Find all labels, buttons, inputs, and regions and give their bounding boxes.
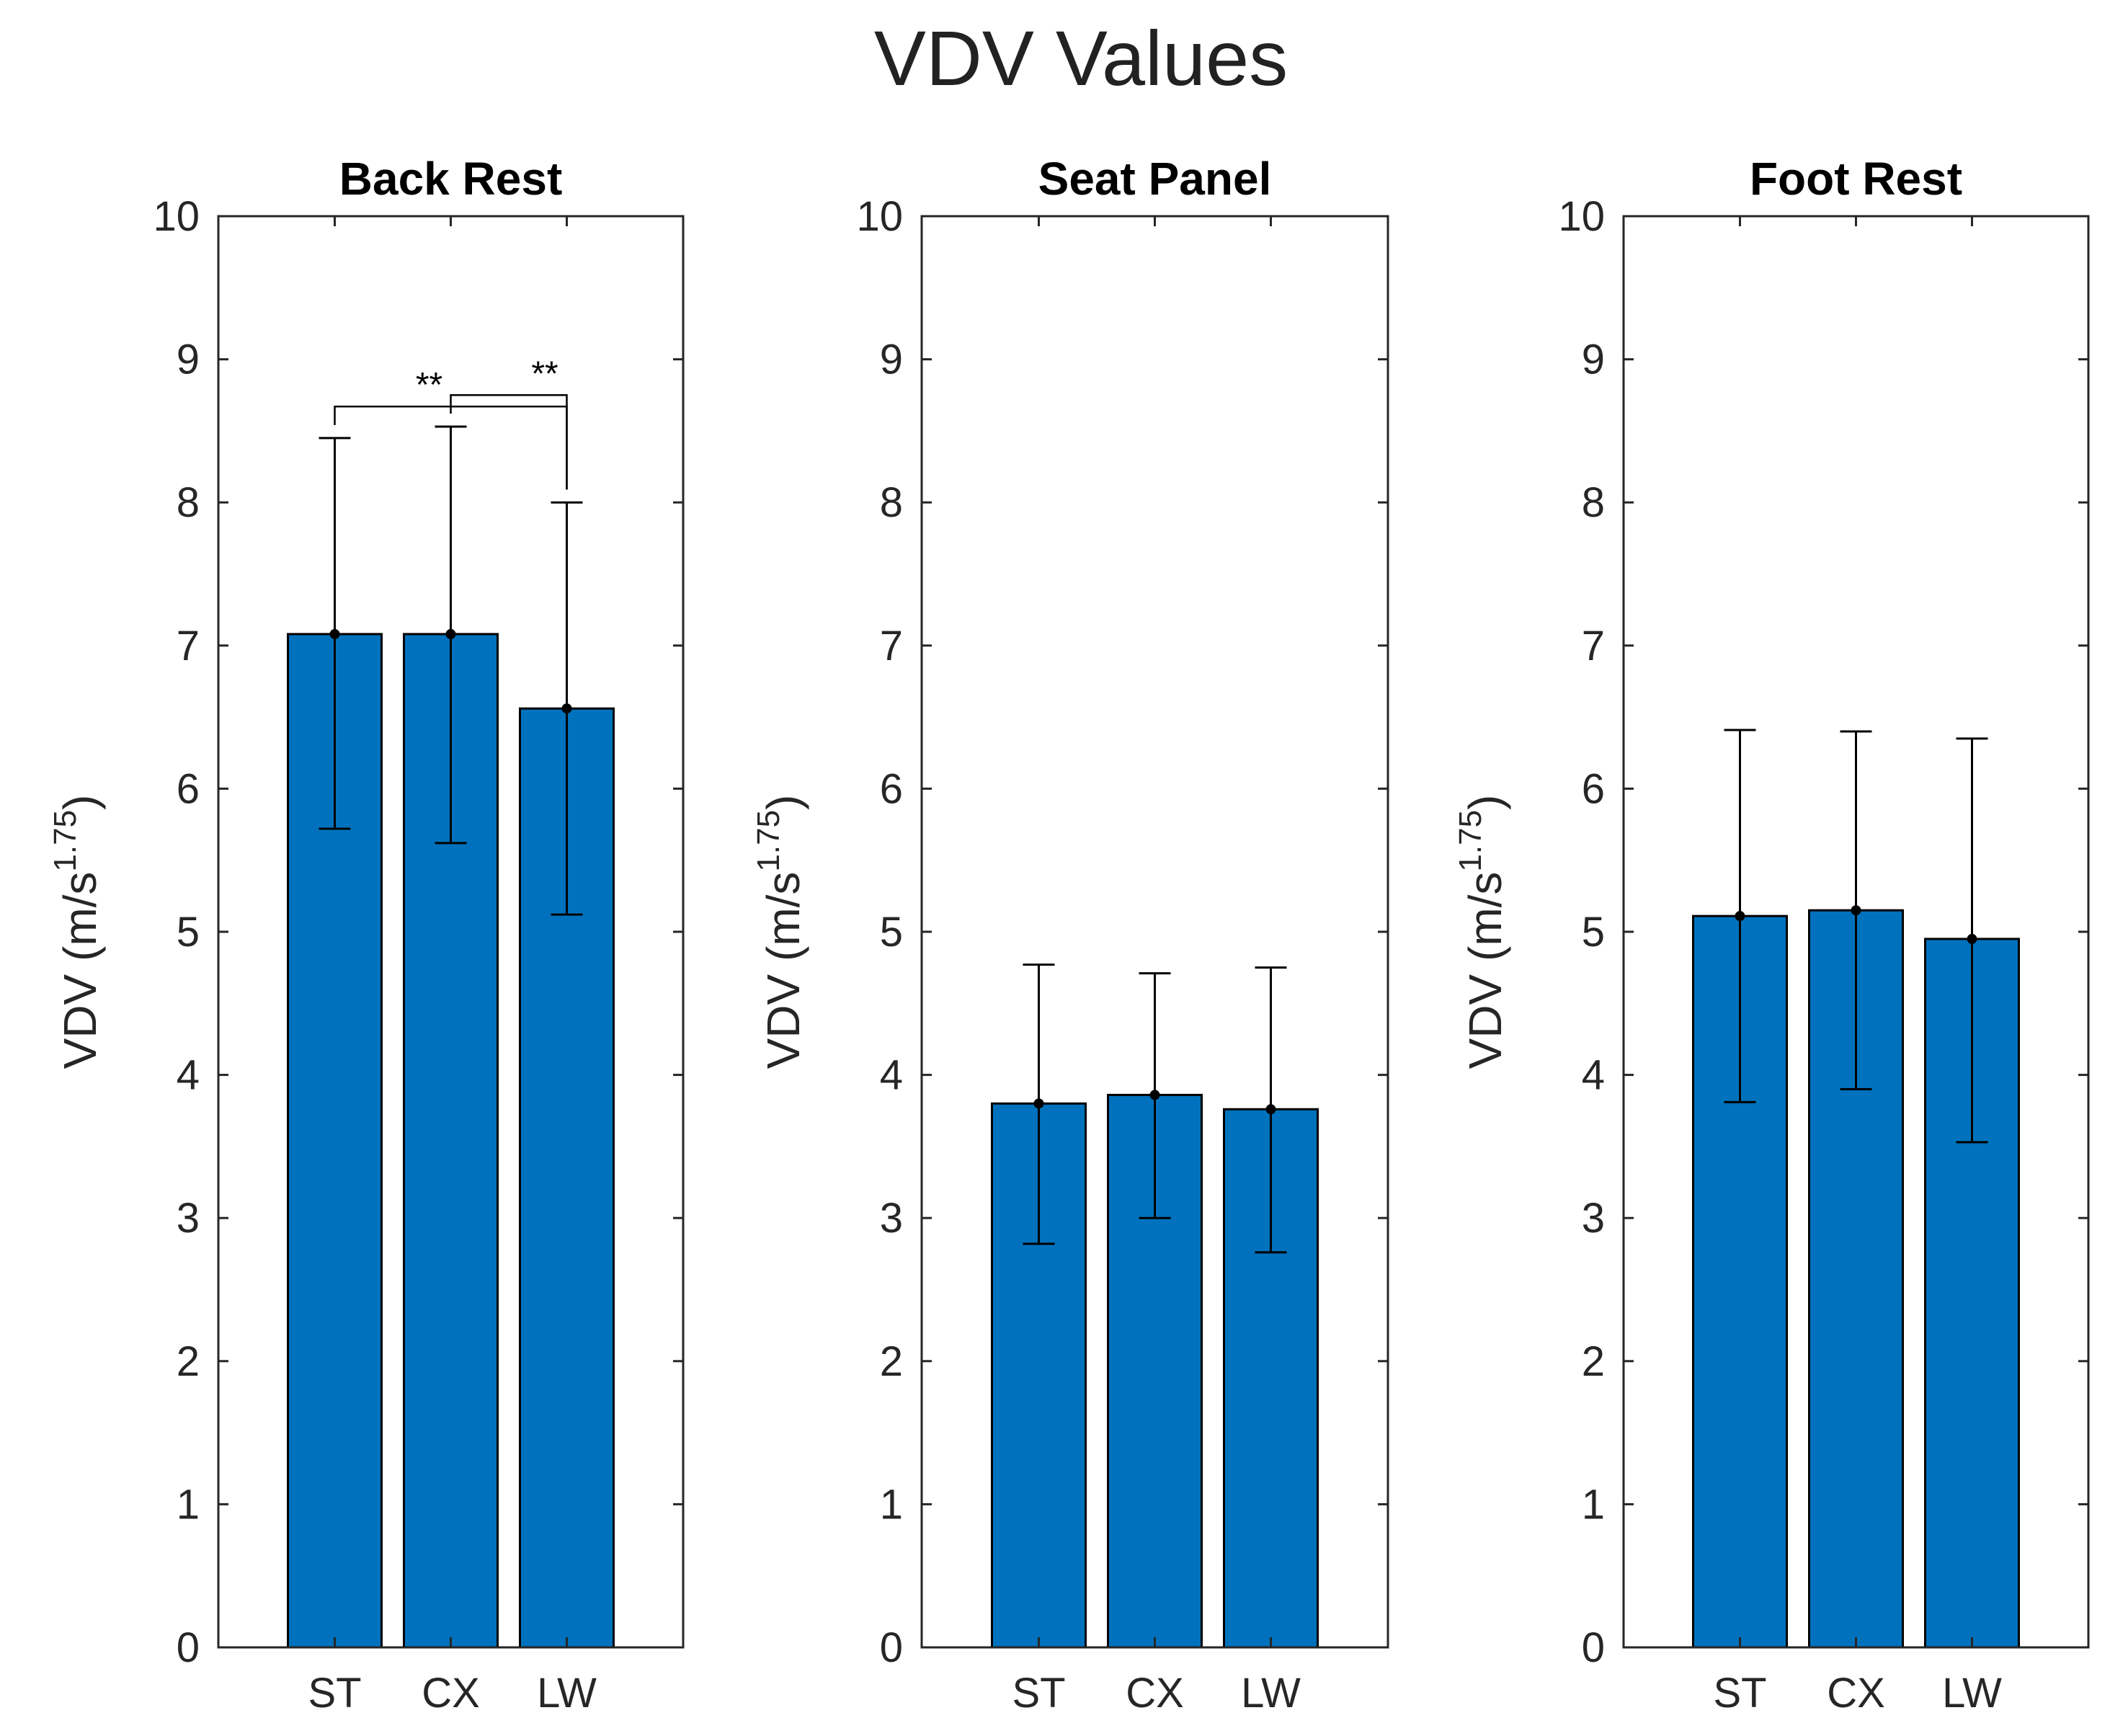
y-tick-label: 1 (177, 1481, 200, 1528)
error-bar-cx (1840, 730, 1872, 1090)
y-tick-label: 7 (177, 623, 200, 669)
y-axis-label: VDV (m/s1.75) (48, 795, 106, 1069)
error-bar-st (1023, 963, 1055, 1245)
significance-label: ** (531, 355, 558, 393)
y-tick-label: 6 (1582, 765, 1605, 812)
y-tick-label: 6 (177, 765, 200, 812)
y-tick-label: 3 (880, 1195, 903, 1242)
x-tick-label: LW (537, 1670, 597, 1717)
y-axis-label: VDV (m/s1.75) (751, 795, 809, 1069)
y-tick-label: 2 (880, 1338, 903, 1385)
y-tick-label: 10 (153, 193, 200, 240)
error-bar-lw (1255, 966, 1287, 1254)
x-tick-label: ST (1713, 1670, 1766, 1717)
significance-bracket: ** (450, 355, 568, 490)
y-tick-label: 9 (177, 337, 200, 383)
panel-title: Foot Rest (1750, 153, 1962, 205)
y-tick-label: 10 (856, 193, 903, 240)
significance-label: ** (416, 366, 442, 404)
y-tick-label: 7 (880, 623, 903, 669)
y-tick-label: 3 (1582, 1195, 1605, 1242)
y-tick-label: 6 (880, 765, 903, 812)
figure-title: VDV Values (874, 14, 1288, 102)
error-bar-st (319, 437, 351, 830)
x-tick-label: ST (308, 1670, 361, 1717)
y-tick-label: 5 (880, 909, 903, 956)
x-tick-label: LW (1241, 1670, 1301, 1717)
y-tick-label: 2 (177, 1338, 200, 1385)
error-bar-lw (551, 501, 583, 916)
error-bar-cx (1139, 972, 1171, 1219)
y-tick-label: 9 (1582, 337, 1605, 383)
y-axis-label: VDV (m/s1.75) (1453, 795, 1511, 1069)
x-tick-label: LW (1942, 1670, 2002, 1717)
y-tick-label: 2 (1582, 1338, 1605, 1385)
y-tick-label: 4 (177, 1052, 200, 1099)
y-tick-label: 3 (177, 1195, 200, 1242)
y-tick-label: 0 (177, 1624, 200, 1671)
panel-back-rest: Back Rest ** ** 0 1 2 3 4 5 6 7 8 9 10 ST CX LW VDV (m/s1… (48, 153, 685, 1717)
y-tick-label: 0 (880, 1624, 903, 1671)
y-tick-label: 10 (1558, 193, 1605, 240)
y-tick-label: 1 (880, 1481, 903, 1528)
error-bar-st (1724, 729, 1756, 1103)
panel-seat-panel: Seat Panel 0 1 2 3 4 5 6 7 8 9 10 ST CX LW VDV (m/s1.75… (751, 153, 1389, 1717)
y-tick-label: 4 (1582, 1052, 1605, 1099)
y-tick-label: 8 (1582, 479, 1605, 526)
y-tick-label: 5 (1582, 909, 1605, 956)
y-tick-label: 8 (177, 479, 200, 526)
y-tick-label: 4 (880, 1052, 903, 1099)
x-tick-label: ST (1012, 1670, 1065, 1717)
panel-foot-rest: Foot Rest 0 1 2 3 4 5 6 7 8 9 10 ST CX LW VDV (m/s1.75) (1453, 153, 2090, 1717)
x-tick-label: CX (1126, 1670, 1184, 1717)
x-tick-label: CX (422, 1670, 480, 1717)
error-bar-cx (435, 425, 467, 845)
y-tick-label: 7 (1582, 623, 1605, 669)
x-tick-label: CX (1827, 1670, 1885, 1717)
panel-title: Seat Panel (1038, 153, 1272, 205)
y-tick-label: 0 (1582, 1624, 1605, 1671)
error-bar-lw (1956, 737, 1988, 1144)
y-tick-label: 1 (1582, 1481, 1605, 1528)
y-tick-label: 8 (880, 479, 903, 526)
y-tick-label: 9 (880, 337, 903, 383)
panel-title: Back Rest (339, 153, 563, 205)
y-tick-label: 5 (177, 909, 200, 956)
